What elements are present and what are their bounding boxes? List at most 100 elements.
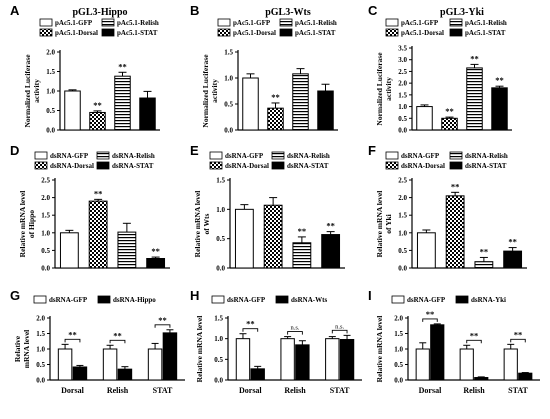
category-label: Relish	[284, 386, 306, 395]
y-tick-label: 1.5	[394, 330, 403, 338]
bar	[263, 204, 283, 269]
y-axis-label: of Yki	[384, 214, 393, 234]
y-tick-label: 2.0	[398, 194, 407, 202]
legend-swatch	[34, 161, 48, 170]
y-tick-label: 0.5	[216, 235, 225, 243]
y-tick-label: 0.0	[36, 377, 45, 385]
y-tick-label: 2.0	[36, 315, 45, 323]
bar	[146, 257, 166, 269]
y-axis-label: activity	[210, 79, 219, 103]
significance-label: **	[445, 106, 454, 116]
legend-label: dsRNA-STAT	[465, 162, 507, 170]
significance-label: n.s.	[335, 323, 344, 330]
bar	[88, 200, 108, 269]
legend-swatch	[96, 151, 110, 160]
y-tick-label: 0.5	[41, 247, 50, 255]
bar	[89, 111, 106, 131]
bar	[59, 232, 79, 269]
legend-label: dsRNA-GFP	[225, 152, 264, 160]
y-axis-label: Normalized Luciferase	[201, 54, 210, 128]
legend-label: pAc5.1-Relish	[295, 19, 337, 27]
bar	[491, 87, 508, 131]
y-axis-label: Relative mRNA level	[375, 316, 384, 383]
panel-letter: F	[368, 143, 376, 158]
legend-label: dsRNA-STAT	[287, 162, 329, 170]
category-label: STAT	[153, 386, 173, 395]
significance-bracket	[331, 329, 348, 334]
y-tick-label: 1.0	[398, 229, 407, 237]
y-tick-label: 0.5	[394, 361, 403, 369]
legend-label: dsRNA-GFP	[50, 152, 89, 160]
legend-label: dsRNA-Yki	[471, 296, 506, 304]
legend-label: pAc5.1-STAT	[295, 29, 336, 37]
legend-label: pAc5.1-Relish	[465, 19, 507, 27]
significance-label: **	[118, 61, 127, 71]
legend-swatch	[385, 151, 399, 160]
bar	[162, 332, 178, 381]
bar	[114, 75, 131, 131]
y-tick-label: 2.0	[398, 80, 407, 88]
legend-label: dsRNA-Relish	[287, 152, 330, 160]
y-tick-label: 1.0	[216, 206, 225, 214]
y-tick-label: 3.5	[398, 45, 407, 53]
significance-label: **	[271, 92, 280, 102]
significance-label: **	[68, 329, 77, 339]
significance-bracket	[109, 339, 126, 344]
legend-swatch	[449, 18, 463, 27]
y-tick-label: 2.0	[41, 194, 50, 202]
bar	[64, 90, 81, 131]
legend-swatch	[271, 161, 285, 170]
y-axis-label: Relative mRNA level	[18, 191, 27, 258]
bar	[466, 67, 483, 131]
legend-swatch	[96, 161, 110, 170]
y-tick-label: 2.5	[398, 177, 407, 185]
bar	[292, 73, 309, 131]
significance-label: **	[94, 188, 103, 198]
y-tick-label: 1.0	[36, 346, 45, 354]
significance-bracket	[287, 331, 303, 335]
legend-swatch	[217, 18, 231, 27]
legend-label: dsRNA-Dorsal	[50, 162, 94, 170]
legend-swatch	[449, 28, 463, 37]
y-tick-label: 1.5	[214, 315, 223, 323]
y-axis-label: Relative	[13, 335, 22, 362]
significance-label: **	[113, 330, 122, 340]
significance-label: **	[326, 221, 335, 231]
significance-label: n.s.	[290, 325, 299, 332]
legend-swatch	[211, 295, 225, 304]
legend-swatch	[209, 151, 223, 160]
legend-swatch	[39, 28, 53, 37]
legend-swatch	[34, 151, 48, 160]
y-tick-label: 1.0	[398, 103, 407, 111]
legend-swatch	[385, 18, 399, 27]
y-tick-label: 0.0	[398, 127, 407, 135]
category-label: Dorsal	[419, 386, 442, 395]
legend-label: pAc5.1-GFP	[55, 19, 93, 27]
category-label: STAT	[508, 386, 528, 395]
bar	[474, 377, 489, 381]
y-tick-label: 1.5	[36, 330, 45, 338]
y-tick-label: 0.0	[41, 265, 50, 273]
bar	[250, 368, 265, 381]
y-axis-label: Relative mRNA level	[195, 316, 204, 383]
significance-bracket	[466, 339, 482, 344]
legend-swatch	[33, 295, 47, 304]
panel-title: pGL3-Wts	[265, 7, 311, 18]
y-tick-label: 0.0	[394, 377, 403, 385]
legend-label: pAc5.1-STAT	[465, 29, 506, 37]
legend-swatch	[385, 28, 399, 37]
bar	[416, 106, 433, 131]
y-tick-label: 1.5	[216, 177, 225, 185]
bar	[280, 338, 295, 381]
legend-swatch	[217, 28, 231, 37]
bar	[117, 368, 133, 381]
panel-title: pGL3-Yki	[440, 7, 484, 18]
y-axis-label: of Wts	[202, 213, 211, 234]
bar	[503, 250, 523, 269]
bar	[139, 97, 156, 131]
y-axis-label: Normalized Luciferase	[23, 54, 32, 128]
